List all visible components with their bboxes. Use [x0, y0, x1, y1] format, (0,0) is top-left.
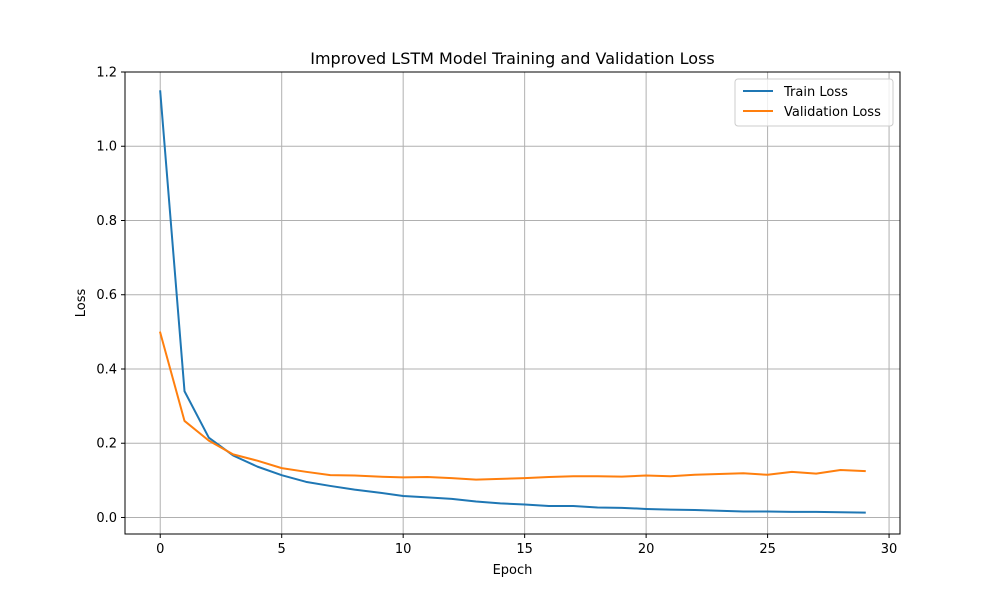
x-axis-ticks: 0 5 10 15 20 25 30: [156, 534, 897, 557]
x-tick-label: 30: [881, 542, 898, 557]
series-lines: [159, 90, 866, 514]
train-loss-line: [159, 90, 866, 514]
x-tick-label: 25: [759, 542, 776, 557]
y-axis-ticks: 0.0 0.2 0.4 0.6 0.8 1.0 1.2: [96, 66, 125, 526]
x-axis-label: Epoch: [493, 563, 533, 578]
y-tick-label: 1.2: [96, 66, 117, 81]
legend: Train Loss Validation Loss: [734, 78, 894, 127]
x-tick-label: 20: [638, 542, 655, 557]
x-tick-label: 15: [516, 542, 533, 557]
chart-title: Improved LSTM Model Training and Validat…: [310, 49, 714, 68]
legend-label-train: Train Loss: [783, 85, 848, 100]
validation-loss-line: [159, 331, 866, 481]
y-tick-label: 0.6: [96, 288, 117, 303]
y-tick-label: 1.0: [96, 140, 117, 155]
y-tick-label: 0.2: [96, 437, 117, 452]
x-tick-label: 10: [395, 542, 412, 557]
y-tick-label: 0.0: [96, 511, 117, 526]
y-axis-label: Loss: [74, 289, 89, 318]
x-tick-label: 0: [156, 542, 164, 557]
x-tick-label: 5: [278, 542, 286, 557]
y-tick-label: 0.4: [96, 362, 117, 377]
y-tick-label: 0.8: [96, 214, 117, 229]
legend-box: [734, 78, 894, 127]
plot-frame: [124, 71, 901, 535]
legend-label-validation: Validation Loss: [784, 105, 881, 120]
